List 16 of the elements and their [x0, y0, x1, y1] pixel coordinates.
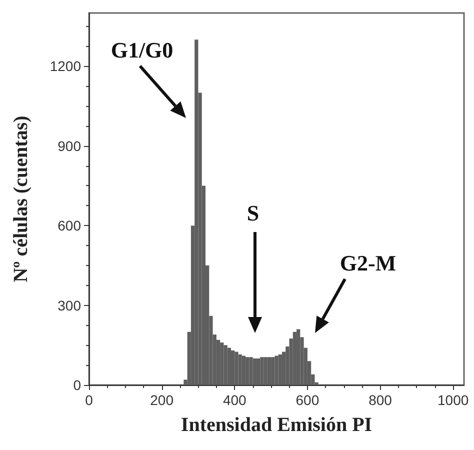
annotation: G1/G0: [110, 38, 174, 62]
x-axis-title: Intensidad Emisión PI: [180, 414, 372, 436]
x-tick-label: 800: [368, 392, 392, 408]
y-tick-label: 300: [58, 297, 82, 314]
x-tick-label: 1000: [438, 392, 469, 408]
y-tick-label: 600: [58, 218, 82, 234]
y-tick-label: 0: [73, 377, 82, 393]
annotation: G2-M: [340, 250, 396, 276]
x-tick-label: 600: [296, 392, 320, 408]
y-axis-title: Nº células (cuentas): [10, 116, 32, 282]
annotation: S: [246, 200, 260, 226]
x-tick-label: 400: [222, 392, 247, 408]
x-tick-label: 200: [150, 392, 174, 408]
x-tick-label: 0: [85, 392, 94, 408]
y-tick-label: 900: [58, 138, 82, 154]
y-tick-label: 1200: [50, 58, 82, 74]
